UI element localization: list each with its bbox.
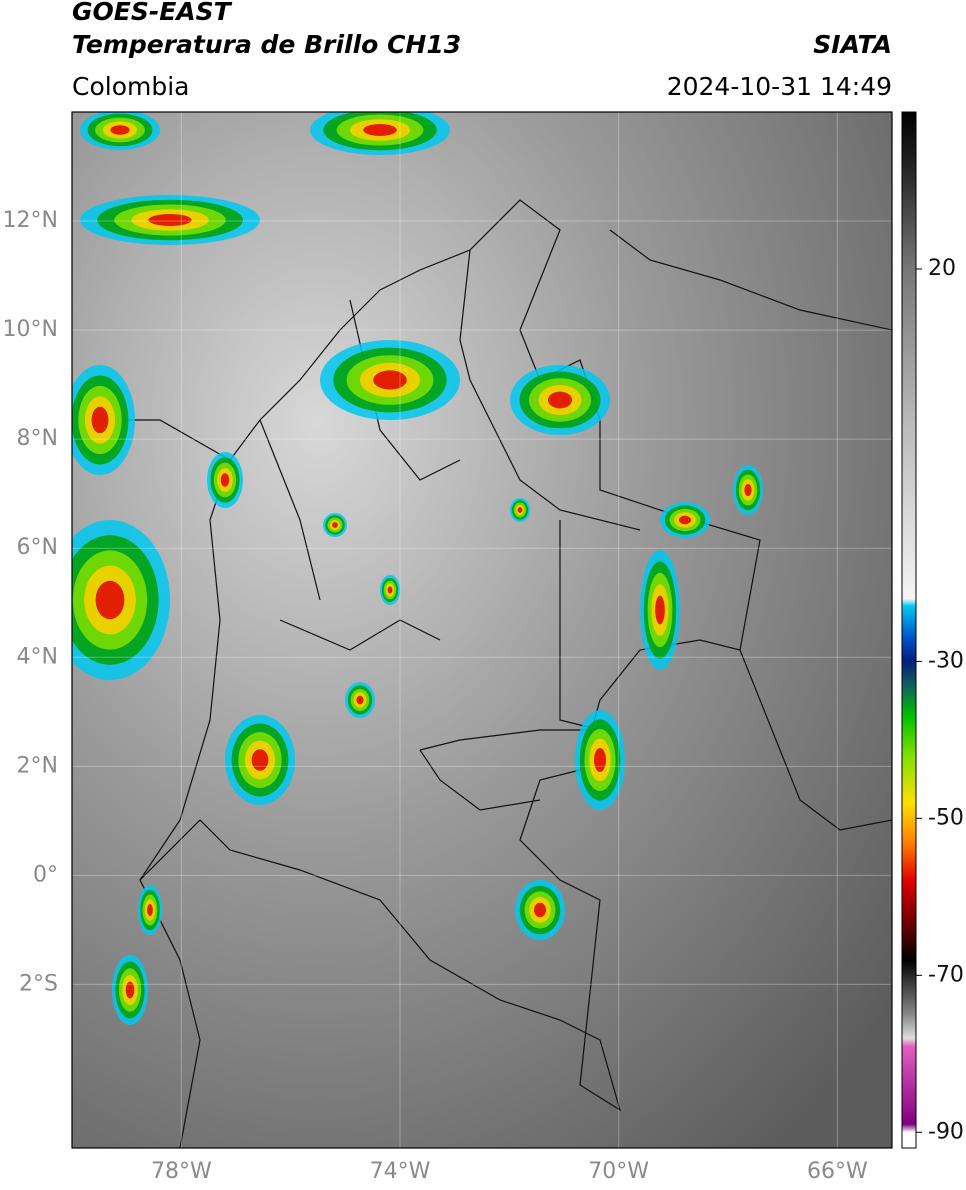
lon-tick-label: 74°W: [370, 1159, 431, 1184]
lat-tick-label: 2°N: [17, 753, 58, 778]
colorbar-tick-label: -70: [928, 962, 964, 987]
lon-tick-label: 66°W: [807, 1159, 868, 1184]
lat-tick-label: 6°N: [17, 535, 58, 560]
cloud-top: [91, 406, 109, 434]
cloud-top: [363, 124, 397, 136]
border: [72, 229, 892, 811]
cloud-top: [744, 484, 752, 496]
lat-tick-label: 4°N: [17, 644, 58, 669]
datetime: 2024-10-31 14:49: [667, 72, 892, 101]
cloud-top: [534, 902, 546, 918]
region: Colombia: [72, 72, 189, 101]
cloud-top: [387, 586, 393, 594]
cloud-top: [655, 595, 665, 625]
map-background: [72, 112, 892, 1148]
cloud-top: [125, 981, 135, 999]
cloud-top: [356, 695, 364, 705]
map-frame: [71, 111, 893, 1149]
cloud-top: [147, 904, 153, 916]
title-line-2: Temperatura de Brillo CH13: [72, 30, 461, 59]
lon-tick-label: 70°W: [588, 1159, 649, 1184]
title-line-1: GOES-EAST: [72, 0, 233, 26]
cloud-top: [148, 214, 192, 226]
cloud-top: [548, 391, 572, 409]
lat-tick-label: 8°N: [17, 426, 58, 451]
lon-tick-label: 78°W: [151, 1159, 212, 1184]
colorbar: [901, 111, 917, 1149]
cloud-top: [332, 522, 338, 528]
colorbar-tick-label: 20: [928, 256, 956, 281]
lat-tick-label: 0°: [33, 862, 58, 887]
lat-tick-label: 10°N: [3, 317, 58, 342]
border: [139, 639, 892, 1148]
cloud-top: [220, 473, 230, 487]
colorbar-tick-label: -90: [928, 1119, 964, 1144]
cloud-top: [110, 125, 130, 135]
cloud-top: [679, 515, 691, 525]
cloud-top: [517, 507, 523, 513]
cloud-top: [373, 370, 407, 390]
source: SIATA: [813, 30, 892, 59]
map-body: [72, 112, 892, 1148]
colorbar-tick-label: -50: [928, 805, 964, 830]
lat-tick-label: 2°S: [19, 971, 58, 996]
lat-tick-label: 12°N: [3, 208, 58, 233]
colorbar-tick-label: -30: [928, 648, 964, 673]
cloud-top: [594, 748, 606, 772]
cloud-top: [95, 580, 125, 620]
cloud-top: [251, 749, 269, 771]
